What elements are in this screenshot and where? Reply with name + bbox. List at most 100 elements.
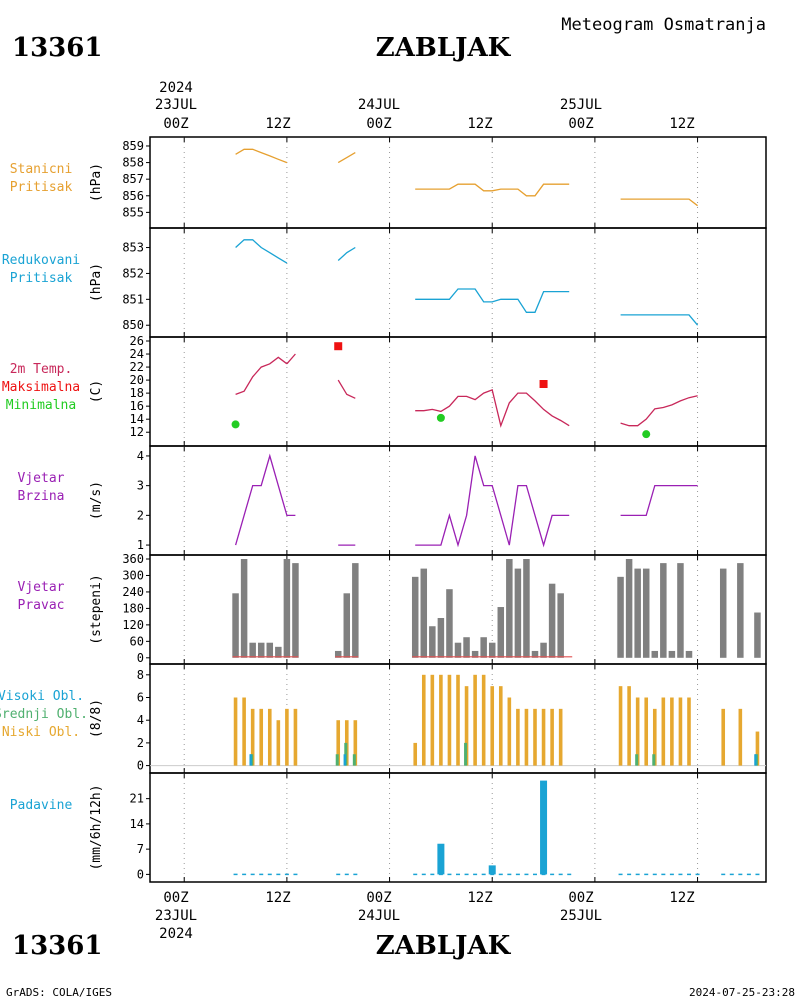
low-cloud-bar <box>464 686 469 766</box>
low-cloud-bar <box>627 686 631 766</box>
y-tick-label: 8 <box>137 668 144 682</box>
series-line <box>235 148 288 164</box>
max-temp-marker <box>334 342 343 351</box>
y-tick-label: 0 <box>137 759 144 773</box>
panel-label: Redukovani <box>2 253 80 268</box>
y-tick-label: 6 <box>137 691 144 705</box>
y-tick-label: 180 <box>122 601 144 615</box>
top-hour-label-1: 00Z <box>163 116 188 132</box>
wind-direction-bar <box>463 637 470 658</box>
panel-label: Brzina <box>18 489 65 504</box>
y-tick-label: 855 <box>122 205 144 219</box>
y-axis-label: (mm/6h/12h) <box>89 784 104 870</box>
high-cloud-bar <box>754 754 757 766</box>
y-tick-label: 60 <box>130 634 144 648</box>
wind-direction-bar <box>737 563 744 658</box>
low-cloud-bar <box>490 686 495 766</box>
y-tick-label: 26 <box>130 334 144 348</box>
y-tick-label: 18 <box>130 386 144 400</box>
y-tick-label: 4 <box>137 713 144 727</box>
y-tick-label: 0 <box>137 651 144 665</box>
low-cloud-bar <box>516 708 520 766</box>
wind-direction-bar <box>275 646 282 658</box>
y-tick-label: 20 <box>130 373 144 387</box>
top-date-label-2: 24JUL <box>358 97 400 113</box>
panel-plot-area <box>231 342 698 439</box>
panel-plot-area <box>235 239 699 326</box>
series-line <box>415 288 570 313</box>
y-tick-label: 16 <box>130 399 144 413</box>
series-line <box>620 484 698 517</box>
panel-label: Maksimalna <box>2 380 80 395</box>
panel-label: Niski Obl. <box>2 725 80 740</box>
y-axis-label: (hPa) <box>89 263 104 302</box>
wind-direction-bar <box>283 559 291 658</box>
panel-wind_direction: 0 60 120 180 240 300 360 (stepeni) Vjetar Pravac <box>18 552 767 665</box>
panel-label: 2m Temp. <box>10 362 73 377</box>
panel-plot-area <box>232 559 761 658</box>
top-hour-label-2: 12Z <box>265 116 290 132</box>
wind-direction-bar <box>480 637 487 658</box>
wind-direction-bar <box>531 650 539 658</box>
series-line <box>415 455 570 548</box>
top-date-label-1: 23JUL <box>155 97 197 113</box>
panel-label: Vjetar <box>18 471 65 486</box>
bottom-hour-label-2: 12Z <box>265 890 290 906</box>
wind-direction-bar <box>548 583 556 658</box>
low-cloud-bar <box>635 697 640 766</box>
low-cloud-bar <box>558 708 563 766</box>
panel-cloud_cover: 0 2 4 6 8 (8/8) Visoki Obl. Srednji Obl. Niski O… <box>0 663 767 774</box>
wind-direction-bar <box>334 650 342 658</box>
low-cloud-bar <box>413 742 418 766</box>
panel-plot-area <box>150 674 766 767</box>
bottom-date-label-3: 25JUL <box>560 908 602 924</box>
series-line <box>620 395 698 427</box>
panel-label: Padavine <box>10 798 73 813</box>
series-line <box>235 239 288 264</box>
panel-label: Visoki Obl. <box>0 689 84 704</box>
wind-direction-bar <box>625 559 633 658</box>
top-hour-label-5: 00Z <box>568 116 593 132</box>
panel-reduced_pressure: 850 851 852 853 (hPa) Redukovani Pritisak <box>2 227 767 338</box>
low-cloud-bar <box>242 697 246 766</box>
y-tick-label: 14 <box>130 412 144 426</box>
y-tick-label: 24 <box>130 347 144 361</box>
y-tick-label: 120 <box>122 618 144 632</box>
bottom-hour-label-4: 12Z <box>467 890 492 906</box>
series-line <box>415 183 570 197</box>
bottom-hour-label-5: 00Z <box>568 890 593 906</box>
top-hour-label-3: 00Z <box>366 116 391 132</box>
wind-direction-bar <box>488 642 496 658</box>
low-cloud-bar <box>738 708 743 766</box>
low-cloud-bar <box>250 708 255 766</box>
panel-plot-area <box>234 453 698 548</box>
credit-text: GrADS: COLA/IGES <box>6 986 112 999</box>
mid-cloud-bar <box>635 754 639 766</box>
y-tick-label: 850 <box>122 318 144 332</box>
min-temp-marker <box>231 420 240 429</box>
series-line <box>235 356 288 396</box>
y-tick-label: 852 <box>122 266 144 280</box>
mid-cloud-bar <box>652 754 656 766</box>
series-line <box>620 198 698 207</box>
low-cloud-bar <box>259 708 264 766</box>
wind-direction-bar <box>437 618 445 658</box>
low-cloud-bar <box>439 674 443 766</box>
low-cloud-bar <box>507 697 512 766</box>
panel-station_pressure: 855 856 857 858 859 (hPa) Stanicni Pritisak <box>10 136 767 229</box>
station-name-bottom: ZABLJAK <box>376 931 512 961</box>
y-tick-label: 3 <box>137 479 144 493</box>
panel-label: Vjetar <box>18 580 65 595</box>
low-cloud-bar <box>755 731 760 766</box>
precip-bar <box>437 843 445 875</box>
low-cloud-bar <box>233 697 238 766</box>
wind-direction-bar <box>523 559 530 658</box>
low-cloud-bar <box>267 708 272 766</box>
high-cloud-bar <box>343 754 346 766</box>
y-tick-label: 12 <box>130 425 144 439</box>
y-tick-label: 851 <box>122 292 144 306</box>
low-cloud-bar <box>430 674 435 766</box>
series-line <box>620 314 699 326</box>
low-cloud-bar <box>670 697 674 766</box>
low-cloud-bar <box>721 708 726 766</box>
